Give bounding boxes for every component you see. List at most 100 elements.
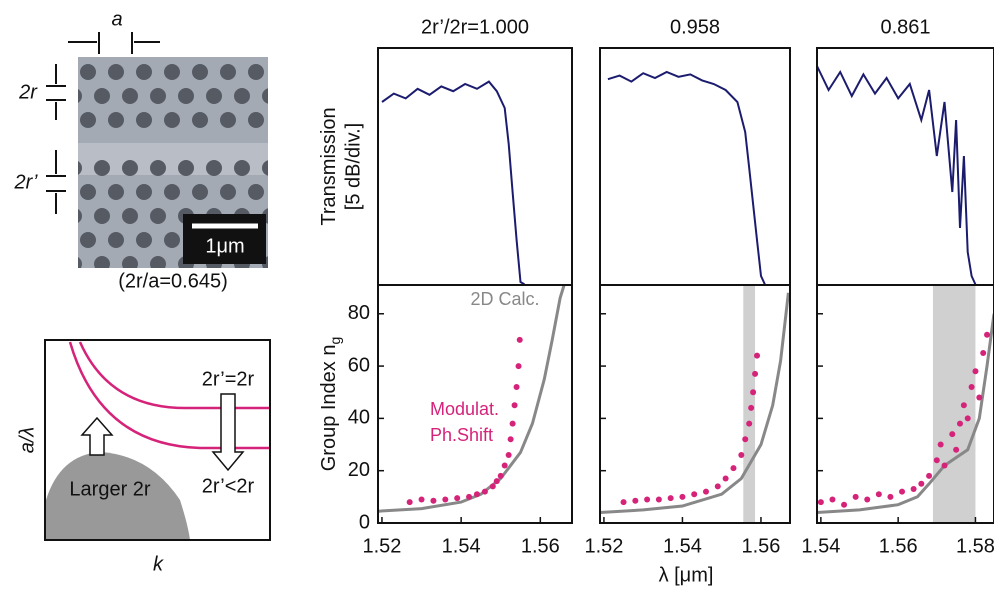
data-point [918,481,924,487]
data-point [965,415,971,421]
x-tick-label: 1.54 [801,535,840,557]
data-point [926,473,932,479]
hole [276,112,292,128]
hole [52,280,68,296]
data-point [407,499,413,505]
defect-radius-label: 2r’ [14,171,39,193]
hole [248,64,264,80]
x-tick-label: 1.56 [879,535,918,557]
lower-curve-label: 2r’<2r [202,475,255,497]
hole [80,280,96,296]
data-point [969,384,975,390]
hole [192,64,208,80]
data-point [510,421,516,427]
hole [66,160,82,176]
x-tick-label: 1.56 [521,535,560,557]
panel-frame [600,285,790,523]
calc-line [600,293,788,513]
data-point [730,465,736,471]
hole [122,208,138,224]
data-point [984,332,990,338]
data-point [508,436,514,442]
hole [108,184,124,200]
hole [80,64,96,80]
sem-image [52,57,306,296]
x-tick-label: 1.52 [584,535,623,557]
data-point [972,368,978,374]
data-point [474,491,480,497]
shaded-region [933,285,976,523]
x-tick-label: 1.54 [442,535,481,557]
hole [94,208,110,224]
annotation: Ph.Shift [430,425,493,445]
radius-label: 2r [18,81,38,103]
data-point [668,495,674,501]
data-point [703,489,709,495]
data-point [738,452,744,458]
hole [248,184,264,200]
hole [80,184,96,200]
hole [248,280,264,296]
hole [136,232,152,248]
hole [108,64,124,80]
annotation: Modulat. [430,399,499,419]
data-point [899,489,905,495]
data-point [430,498,436,504]
hole [206,88,222,104]
plot [817,285,994,523]
hole [52,112,68,128]
hole [164,184,180,200]
hole [290,256,306,272]
data-point [514,384,520,390]
data-point [752,371,758,377]
data-point [754,353,760,359]
upper-curve-label: 2r’=2r [202,368,255,390]
data-point [976,394,982,400]
data-point [742,436,748,442]
data-point [841,502,847,508]
data-point [632,498,638,504]
data-point [490,483,496,489]
y-tick-label: 20 [348,459,370,481]
hole [262,88,278,104]
hole [150,208,166,224]
data-point [466,494,472,500]
hole [150,160,166,176]
hole [164,64,180,80]
hole [66,256,82,272]
y-tick-label: 0 [359,511,370,533]
hole [136,64,152,80]
hole [108,112,124,128]
band-xlabel: k [153,553,164,575]
hole [122,88,138,104]
data-point [656,496,662,502]
hole [164,112,180,128]
data-point [679,494,685,500]
data-point [442,496,448,502]
hole [94,160,110,176]
plot [817,66,975,284]
data-point [454,495,460,501]
hole [290,88,306,104]
hole [66,88,82,104]
sem-caption: (2r/a=0.645) [118,270,228,292]
data-point [864,496,870,502]
panel-title: 2r’/2r=1.000 [421,16,529,38]
data-point [961,402,967,408]
data-point [957,421,963,427]
y-axis-label-2: [5 dB/div.] [342,123,364,210]
hole [66,208,82,224]
hole [136,184,152,200]
data-point [494,478,500,484]
transmission-line [382,82,525,285]
transmission-line [817,66,975,284]
hole [206,160,222,176]
panel-title: 0.958 [670,16,720,38]
hole [192,112,208,128]
data-point [517,337,523,343]
hole [192,184,208,200]
data-point [942,462,948,468]
data-point [934,457,940,463]
band-ylabel: a/λ [16,427,38,454]
period-label: a [111,8,122,30]
